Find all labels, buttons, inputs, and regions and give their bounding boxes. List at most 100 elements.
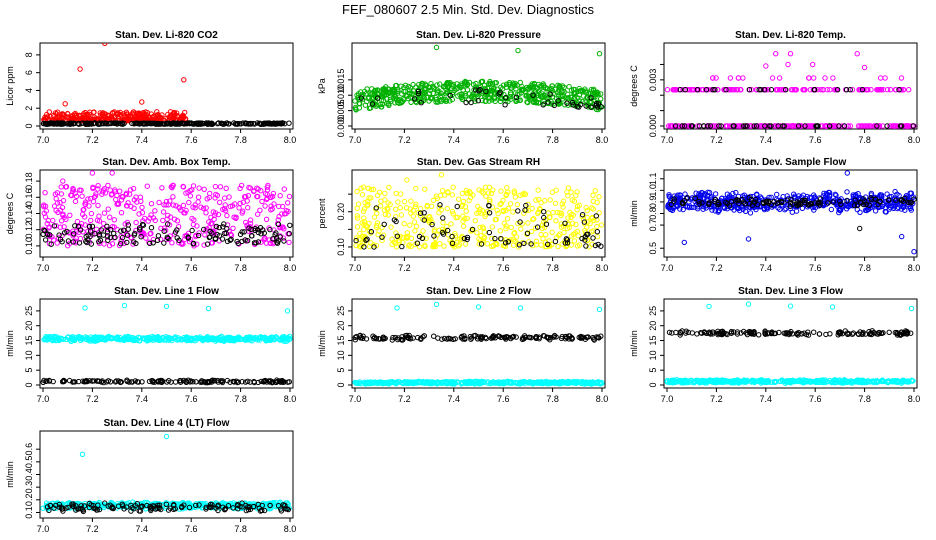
data-point — [486, 229, 493, 236]
y-axis-label: ml/min — [629, 200, 639, 227]
data-point — [798, 123, 804, 129]
panel-title: Stan. Dev. Gas Stream RH — [417, 157, 540, 168]
y-axis-label: ml/min — [317, 330, 327, 357]
data-point — [566, 224, 572, 231]
data-point — [482, 184, 489, 191]
data-point — [415, 90, 422, 97]
data-point — [395, 335, 401, 341]
data-point — [522, 207, 528, 213]
data-point — [503, 207, 509, 213]
data-point — [440, 231, 447, 237]
data-point — [264, 191, 270, 198]
data-point — [131, 239, 137, 245]
data-point — [357, 230, 363, 237]
data-point — [412, 203, 419, 210]
data-point — [408, 210, 414, 216]
data-point — [486, 210, 493, 216]
data-point — [232, 121, 239, 127]
data-point — [42, 203, 49, 209]
data-point — [517, 305, 524, 311]
data-point — [165, 221, 171, 227]
data-point — [467, 380, 474, 386]
data-point — [747, 329, 753, 335]
data-point — [784, 197, 791, 203]
data-point — [538, 90, 544, 96]
series-1 — [352, 44, 605, 113]
y-tick-label: 10 — [336, 350, 346, 360]
data-point — [435, 99, 441, 105]
data-point — [798, 194, 805, 200]
data-point — [529, 205, 535, 212]
data-point — [854, 202, 861, 209]
data-point — [65, 238, 72, 244]
data-point — [494, 207, 500, 214]
data-point — [147, 120, 153, 127]
data-point — [545, 95, 551, 102]
data-point — [574, 378, 580, 385]
data-point — [77, 187, 83, 193]
data-point — [684, 195, 691, 201]
data-point — [836, 123, 842, 129]
data-point — [736, 200, 742, 206]
data-point — [535, 210, 541, 217]
data-point — [553, 218, 559, 224]
data-point — [361, 221, 367, 228]
data-point — [693, 190, 699, 196]
data-point — [489, 235, 495, 242]
data-point — [911, 196, 917, 202]
data-point — [489, 81, 496, 87]
y-tick-label: 1.1 — [648, 173, 658, 186]
data-point — [441, 243, 447, 249]
data-point — [876, 123, 883, 129]
data-point — [583, 103, 589, 109]
y-tick-label: 0.14 — [24, 205, 34, 223]
data-point — [94, 378, 101, 384]
data-point — [479, 207, 486, 214]
data-point — [475, 304, 482, 310]
data-point — [789, 209, 795, 215]
series-1 — [664, 51, 917, 129]
data-point — [85, 232, 91, 238]
data-point — [202, 232, 208, 238]
data-point — [82, 201, 88, 207]
data-point — [372, 380, 378, 386]
data-point — [210, 209, 217, 215]
data-point — [495, 210, 501, 217]
data-point — [140, 335, 147, 341]
data-point — [243, 335, 250, 341]
data-point — [487, 197, 493, 203]
data-point — [140, 222, 147, 228]
data-point — [712, 191, 719, 197]
data-point — [460, 96, 466, 103]
plot-frame — [39, 298, 294, 389]
data-point — [106, 116, 113, 122]
data-point — [196, 185, 202, 191]
x-tick-label: 7.4 — [448, 394, 461, 404]
data-point — [535, 187, 541, 193]
data-point — [255, 211, 261, 217]
data-point — [865, 87, 871, 93]
data-point — [795, 123, 802, 129]
data-point — [387, 201, 393, 208]
data-point — [724, 191, 731, 197]
data-point — [146, 378, 153, 385]
data-point — [395, 199, 401, 205]
data-point — [60, 212, 66, 219]
data-point — [547, 197, 553, 203]
figure-title: FEF_080607 2.5 Min. Std. Dev. Diagnostic… — [342, 2, 594, 17]
plot-frame — [351, 42, 606, 130]
data-point — [873, 196, 879, 203]
data-point — [255, 193, 261, 200]
data-point — [681, 239, 687, 246]
data-point — [884, 191, 890, 197]
data-point — [200, 205, 207, 212]
data-point — [694, 123, 701, 129]
data-point — [115, 378, 122, 384]
data-point — [480, 379, 486, 386]
data-point — [472, 87, 479, 93]
data-point — [866, 202, 872, 208]
data-point — [737, 87, 744, 93]
data-point — [568, 233, 575, 239]
data-point — [404, 177, 410, 183]
